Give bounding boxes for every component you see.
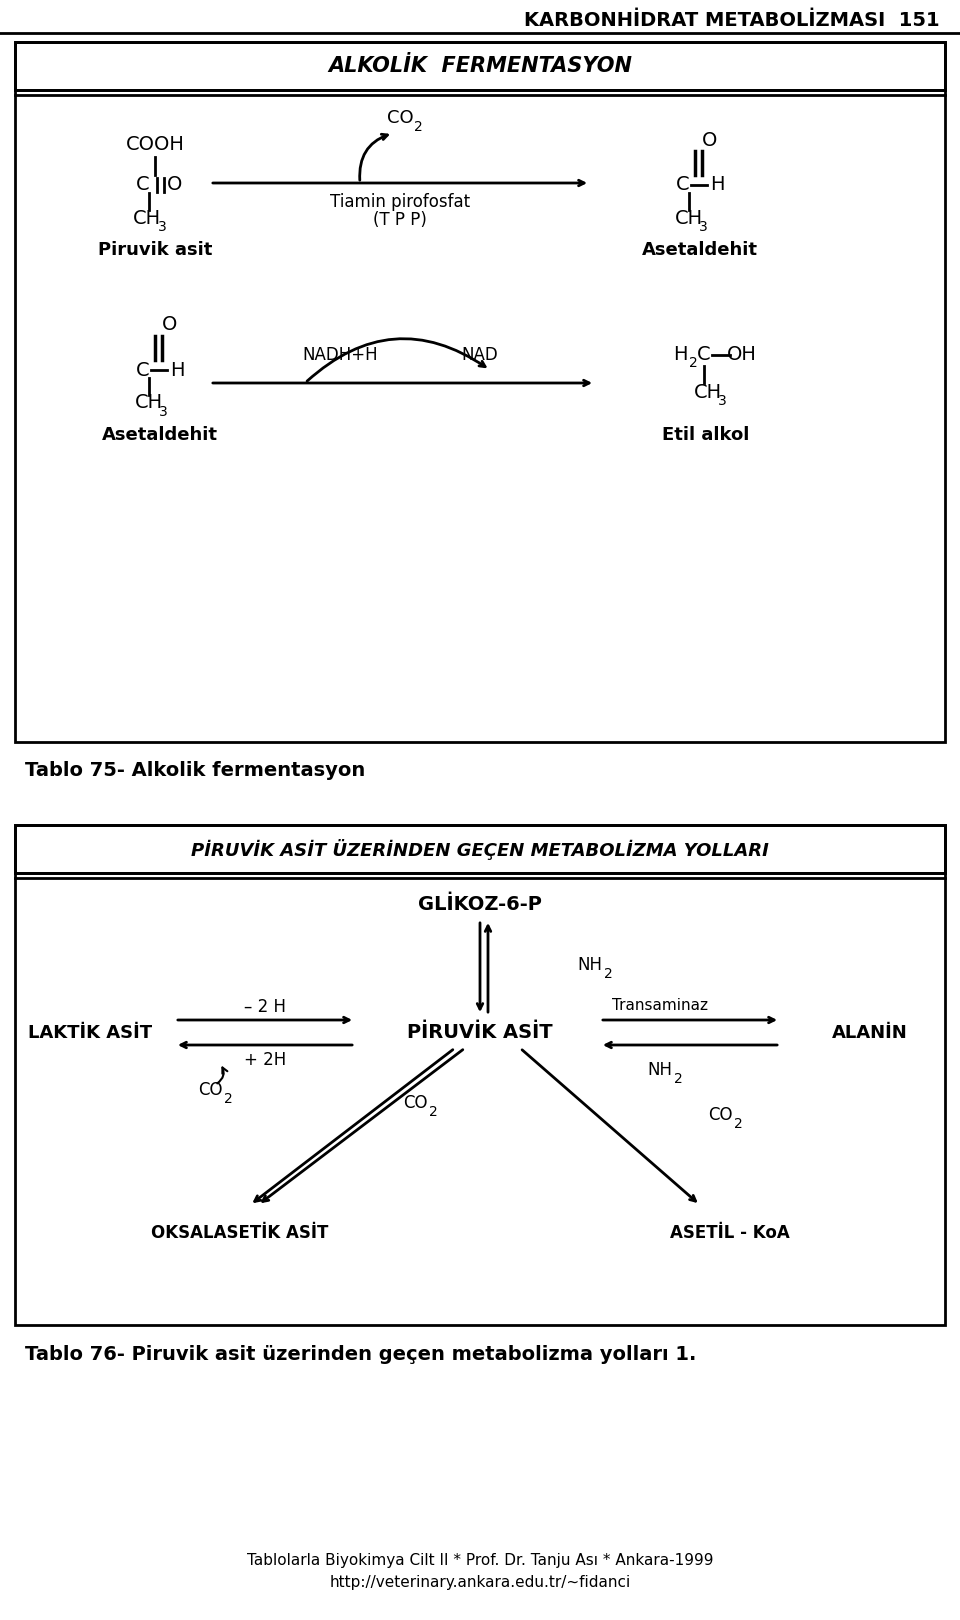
Text: 3: 3	[159, 405, 168, 420]
Text: OKSALASETİK ASİT: OKSALASETİK ASİT	[152, 1225, 328, 1243]
Text: http://veterinary.ankara.edu.tr/~fidanci: http://veterinary.ankara.edu.tr/~fidanci	[329, 1575, 631, 1589]
Text: ALKOLİK  FERMENTASYON: ALKOLİK FERMENTASYON	[328, 57, 632, 76]
Text: GLİKOZ-6-P: GLİKOZ-6-P	[418, 896, 542, 915]
Text: H: H	[709, 175, 724, 194]
Text: NADH+H: NADH+H	[302, 347, 378, 364]
Bar	[15, 825, 945, 873]
Text: O: O	[703, 131, 718, 149]
Text: KARBONHİDRAT METABOLİZMASI  151: KARBONHİDRAT METABOLİZMASI 151	[524, 10, 940, 29]
Text: O: O	[167, 175, 182, 194]
Text: – 2 H: – 2 H	[244, 998, 286, 1016]
Text: NAD: NAD	[462, 347, 498, 364]
Text: NH: NH	[578, 956, 603, 974]
Text: CO: CO	[198, 1081, 223, 1098]
Text: 2: 2	[674, 1072, 683, 1085]
Text: C: C	[697, 345, 710, 364]
Text: CH: CH	[133, 209, 161, 227]
Text: (T P P): (T P P)	[373, 211, 427, 228]
Text: NH: NH	[647, 1061, 673, 1079]
Text: 2: 2	[428, 1105, 438, 1119]
Bar	[15, 42, 945, 742]
Text: CH: CH	[135, 394, 163, 413]
Text: 2: 2	[688, 356, 697, 369]
Text: CH: CH	[694, 382, 722, 402]
Text: O: O	[162, 316, 178, 334]
Text: C: C	[136, 175, 150, 194]
Text: Tablolarla Biyokimya Cilt II * Prof. Dr. Tanju Ası * Ankara-1999: Tablolarla Biyokimya Cilt II * Prof. Dr.…	[247, 1552, 713, 1568]
Text: H: H	[170, 361, 184, 379]
Text: ALANİN: ALANİN	[832, 1024, 908, 1042]
Text: CO: CO	[708, 1106, 732, 1124]
Text: H: H	[673, 345, 687, 364]
Text: CO: CO	[403, 1094, 427, 1111]
Text: CO: CO	[387, 109, 414, 126]
Text: 2: 2	[224, 1092, 232, 1106]
Text: Asetaldehit: Asetaldehit	[102, 426, 218, 444]
Text: C: C	[136, 361, 150, 379]
Text: Tiamin pirofosfat: Tiamin pirofosfat	[330, 193, 470, 211]
Text: CH: CH	[675, 209, 703, 227]
Text: OH: OH	[727, 345, 756, 364]
Text: C: C	[676, 175, 690, 194]
Bar	[15, 825, 945, 1325]
Text: 2: 2	[604, 967, 612, 982]
Text: 3: 3	[158, 220, 167, 233]
Text: 2: 2	[733, 1118, 742, 1131]
Text: Tablo 76- Piruvik asit üzerinden geçen metabolizma yolları 1.: Tablo 76- Piruvik asit üzerinden geçen m…	[25, 1346, 696, 1364]
Text: COOH: COOH	[126, 136, 184, 154]
Text: LAKTİK ASİT: LAKTİK ASİT	[28, 1024, 152, 1042]
Text: ASETİL - KoA: ASETİL - KoA	[670, 1225, 790, 1243]
Text: PİRUVİK ASİT ÜZERİNDEN GEÇEN METABOLİZMA YOLLARI: PİRUVİK ASİT ÜZERİNDEN GEÇEN METABOLİZMA…	[191, 839, 769, 860]
Bar	[15, 42, 945, 91]
Text: Transaminaz: Transaminaz	[612, 998, 708, 1012]
Text: PİRUVİK ASİT: PİRUVİK ASİT	[407, 1024, 553, 1043]
Text: 2: 2	[414, 120, 422, 134]
Text: + 2H: + 2H	[244, 1051, 286, 1069]
Text: Etil alkol: Etil alkol	[662, 426, 750, 444]
Text: 3: 3	[718, 394, 727, 408]
Text: 3: 3	[699, 220, 708, 233]
Text: Tablo 75- Alkolik fermentasyon: Tablo 75- Alkolik fermentasyon	[25, 760, 365, 779]
Text: Piruvik asit: Piruvik asit	[98, 241, 212, 259]
Text: Asetaldehit: Asetaldehit	[642, 241, 758, 259]
